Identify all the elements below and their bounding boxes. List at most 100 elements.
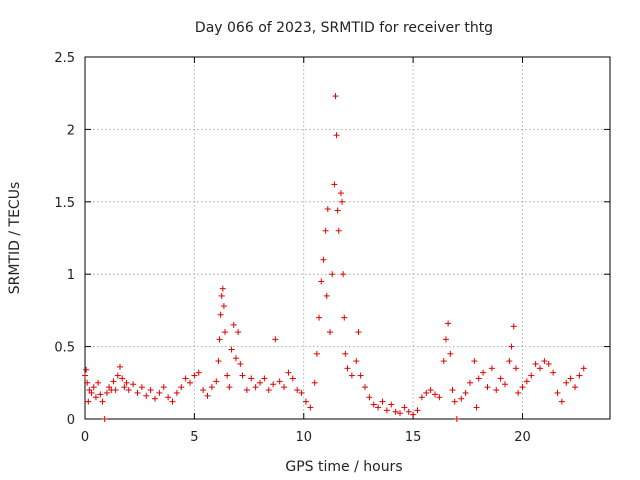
chart-title: Day 066 of 2023, SRMTID for receiver tht… [195, 20, 493, 36]
data-point [92, 394, 99, 401]
data-point [418, 394, 425, 401]
data-point [357, 372, 364, 379]
data-point [362, 384, 368, 391]
data-point [339, 198, 346, 205]
data-point [235, 329, 242, 336]
data-point [558, 398, 565, 405]
data-point [572, 384, 578, 391]
data-point [215, 358, 222, 365]
data-point [337, 190, 344, 197]
data-point [84, 379, 91, 386]
data-point [173, 389, 180, 396]
data-point [156, 389, 163, 396]
data-point [515, 389, 522, 396]
data-point [272, 336, 279, 343]
data-point [410, 411, 417, 418]
data-point [117, 363, 123, 370]
data-point [453, 416, 460, 422]
data-point [311, 379, 318, 386]
data-point [216, 336, 223, 343]
y-tick-label: 0.5 [54, 341, 75, 356]
data-point [488, 365, 495, 372]
x-tick-label: 10 [295, 430, 312, 445]
data-point [217, 311, 224, 318]
data-point [130, 381, 137, 388]
data-point [195, 369, 202, 376]
data-point [222, 329, 228, 336]
data-point [348, 372, 355, 379]
data-point [289, 375, 296, 382]
data-point [97, 391, 104, 398]
data-point [265, 387, 272, 394]
data-point [508, 343, 515, 350]
data-point [580, 365, 587, 372]
data-point [83, 366, 90, 373]
data-point [313, 350, 320, 357]
data-point [550, 369, 557, 376]
x-axis-label: GPS time / hours [285, 459, 402, 475]
data-point [239, 372, 246, 379]
data-point [323, 292, 330, 299]
data-point [528, 372, 535, 379]
data-point [101, 416, 108, 422]
data-point [497, 375, 504, 382]
grid-lines [85, 57, 610, 419]
data-point [143, 392, 150, 399]
data-point [440, 358, 447, 365]
y-axis-label: SRMTID / TECUs [7, 182, 23, 295]
data-point [318, 278, 325, 285]
data-point [379, 398, 386, 405]
data-point [427, 387, 434, 394]
data-point [370, 401, 377, 408]
data-point [152, 395, 158, 402]
data-point [276, 378, 283, 385]
data-point [342, 350, 349, 357]
data-point [112, 387, 119, 394]
x-tick-label: 15 [405, 430, 422, 445]
data-point [480, 369, 487, 376]
data-point [219, 285, 226, 292]
data-point [510, 323, 517, 330]
data-point [252, 384, 259, 391]
y-tick-label: 2 [67, 123, 75, 138]
data-point [294, 387, 301, 394]
data-point [187, 379, 193, 386]
data-point [270, 381, 277, 388]
x-tick-label: 5 [190, 430, 198, 445]
data-point [545, 360, 552, 367]
data-point [532, 360, 539, 367]
plot-area-frame [84, 56, 611, 420]
data-point [119, 375, 126, 382]
data-point [334, 207, 341, 214]
data-point [248, 375, 255, 382]
data-point [392, 408, 399, 415]
data-point [493, 387, 500, 394]
data-point [383, 407, 390, 414]
y-tick-label: 0 [67, 413, 75, 428]
data-point [243, 387, 250, 394]
data-point [121, 384, 128, 391]
x-tick-label: 0 [81, 430, 89, 445]
data-point [554, 389, 561, 396]
data-point [397, 410, 403, 417]
data-point [224, 372, 231, 379]
data-point [467, 379, 473, 386]
data-point [200, 387, 207, 394]
data-point [95, 379, 102, 386]
data-point [423, 389, 430, 396]
data-point [506, 358, 513, 365]
data-point [447, 350, 454, 357]
data-point [134, 389, 141, 396]
data-point [451, 398, 458, 405]
data-point [355, 329, 362, 336]
data-point [462, 389, 469, 396]
data-point [230, 321, 237, 328]
data-point [218, 292, 225, 299]
data-point [333, 132, 340, 139]
axis-ticks: 0 5 10 15 20 0 0.5 1 1.5 2 2.5 [54, 51, 610, 445]
data-point [458, 395, 465, 402]
data-point [322, 227, 329, 234]
data-point [204, 392, 211, 399]
data-point [366, 394, 373, 401]
